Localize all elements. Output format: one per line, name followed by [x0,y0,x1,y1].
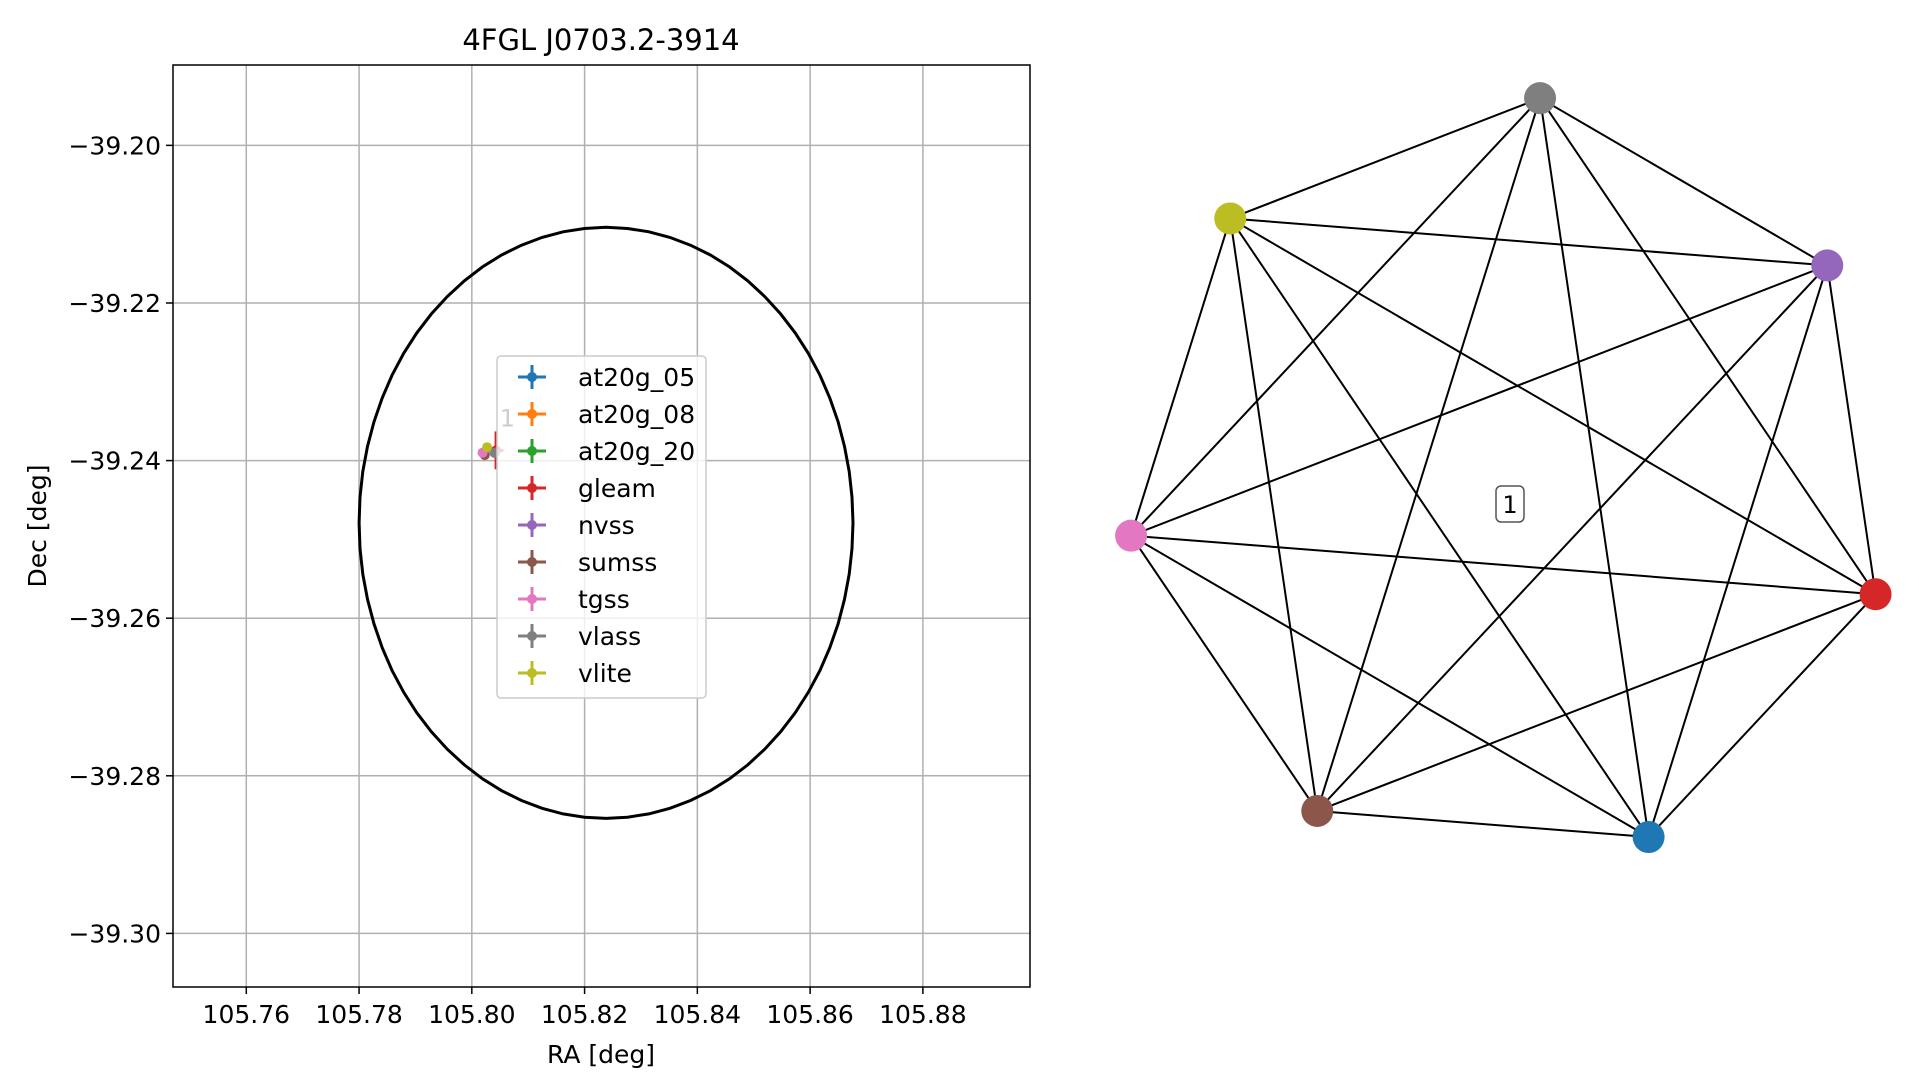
x-tick-label: 105.82 [541,1000,628,1029]
graph-edges [1130,97,1877,839]
graph-edge [1229,97,1541,220]
x-tick-label: 105.76 [203,1000,290,1029]
plot-frame [172,64,1031,988]
legend-item-vlite: vlite [518,659,632,688]
graph-edge [1826,265,1877,595]
data-point-vlite [482,442,493,453]
legend-item-nvss: nvss [518,511,635,540]
graph-edge [1130,534,1876,596]
graph-label-text: 1 [1502,491,1517,519]
legend-label: at20g_20 [578,437,695,466]
legend-label: nvss [578,511,635,540]
y-tick-label: −39.22 [68,289,161,318]
y-tick-label: −39.30 [68,919,161,948]
legend-item-at20g_20: at20g_20 [518,437,695,466]
graph-edge [1317,809,1649,839]
x-ticks: 105.76 105.78 105.80 105.82 105.84 105.86 105.… [203,987,967,1029]
graph-label: 1 [1495,485,1525,523]
graph-label-box [1495,485,1525,523]
legend-marker-dot [527,631,537,641]
y-tick-label: −39.28 [68,762,161,791]
graph-edge [1539,97,1828,267]
legend-marker-dot [527,446,537,456]
graph-edge [1229,217,1877,596]
graph-edge [1316,97,1542,812]
graph-edge [1539,97,1877,595]
x-tick-label: 105.78 [315,1000,402,1029]
x-tick-label: 105.80 [428,1000,515,1029]
graph-node-sumss [1301,794,1334,827]
legend-item-sumss: sumss [518,548,657,577]
legend-label: gleam [578,474,656,503]
legend-label: vlass [578,622,641,651]
legend-label: at20g_05 [578,363,695,392]
x-tick-label: 105.86 [766,1000,853,1029]
y-tick-label: −39.20 [68,131,161,160]
legend-box [496,355,707,699]
legend-item-vlass: vlass [518,622,641,651]
legend-item-at20g_08: at20g_08 [518,400,695,429]
legend-marker-dot [527,520,537,530]
x-tick-label: 105.88 [879,1000,966,1029]
graph-nodes [1115,82,1892,854]
legend-marker-dot [527,409,537,419]
graph-edge [1316,593,1876,812]
legend-label: vlite [578,659,632,688]
legend-marker-dot [527,594,537,604]
graph-edge [1229,217,1650,838]
graph-edge [1230,217,1828,267]
graph-edge [1130,218,1232,536]
graph-edge [1647,593,1877,838]
graph-edge [1130,264,1828,537]
y-axis-label: Dec [deg] [23,465,52,588]
graph-edge [1130,534,1650,838]
legend-marker-dot [527,372,537,382]
network-panel: 1 [1115,82,1892,854]
graph-node-nvss [1811,249,1844,282]
legend-label: at20g_08 [578,400,695,429]
chart-title: 4FGL J0703.2-3914 [462,23,739,57]
graph-node-vlass [1524,82,1557,115]
localization-ellipse [357,225,855,820]
graph-edge [1130,535,1319,812]
scatter-panel: 1 105.76105.78105.80105.82105.84105.8610… [23,23,1031,1069]
graph-node-at20g_05 [1632,821,1665,854]
y-tick-label: −39.24 [68,447,161,476]
legend-marker-dot [527,483,537,493]
legend-item-tgss: tgss [518,585,630,614]
graph-edge [1229,218,1319,812]
x-tick-label: 105.84 [654,1000,741,1029]
legend-item-gleam: gleam [518,474,656,503]
legend-label: tgss [578,585,630,614]
legend-label: sumss [578,548,657,577]
y-tick-label: −39.26 [68,604,161,633]
graph-edge [1647,265,1829,838]
graph-node-vlite [1214,202,1247,235]
graph-edge [1539,98,1650,838]
x-axis-label: RA [deg] [547,1040,655,1069]
legend-marker-dot [527,557,537,567]
y-ticks: −39.20 −39.22 −39.24 −39.26 −39.28 −39.30 [68,131,173,948]
graph-edge [1316,264,1828,812]
legend-marker-dot [527,668,537,678]
legend-item-at20g_05: at20g_05 [518,363,695,392]
graph-node-gleam [1859,578,1892,611]
graph-node-tgss [1115,519,1148,552]
graph-edge [1130,97,1541,537]
